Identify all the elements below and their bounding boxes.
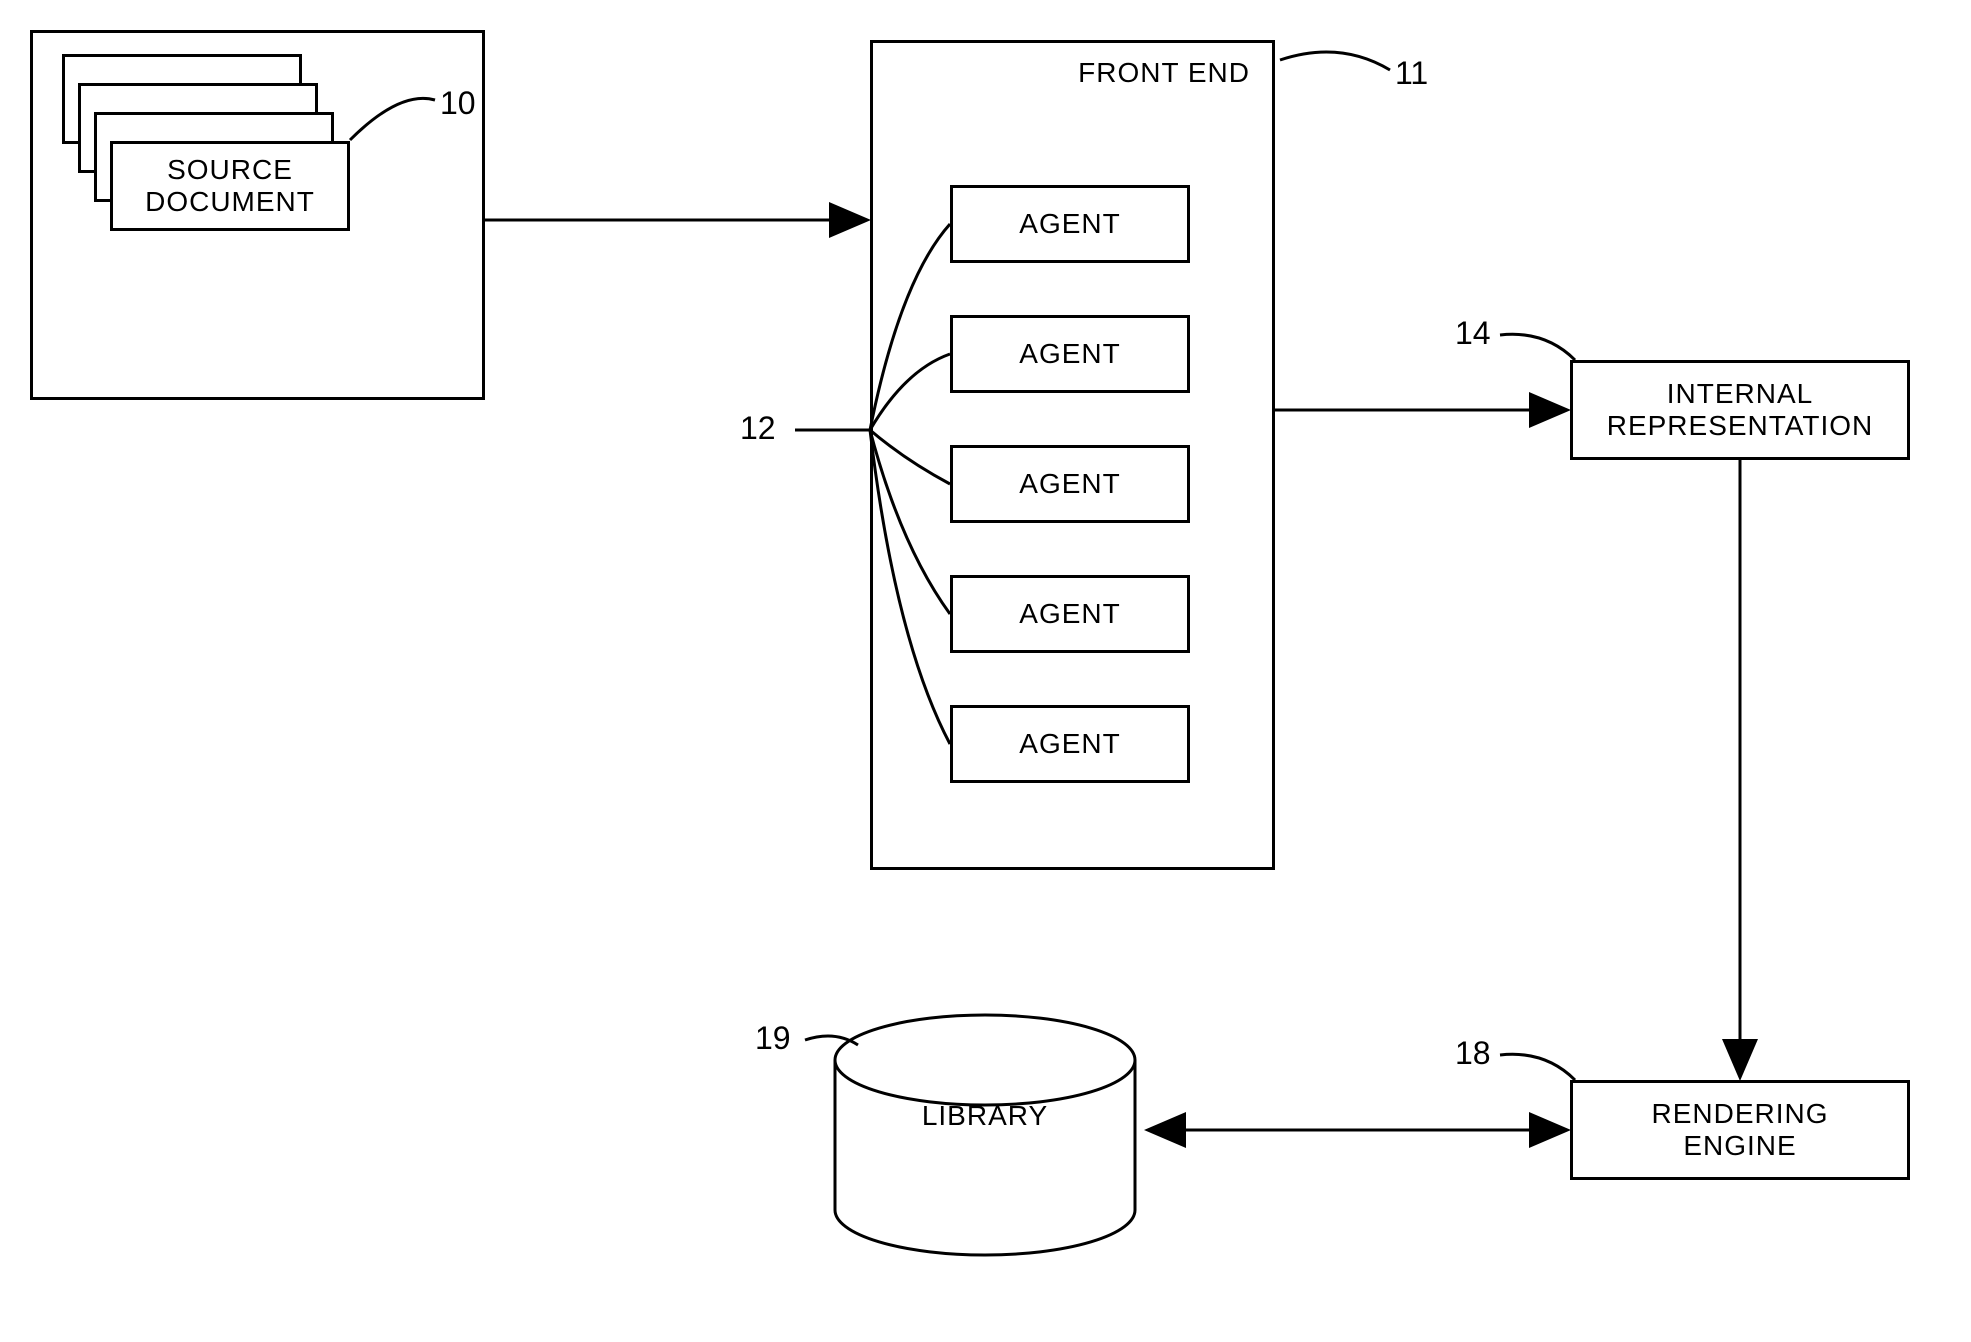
connectors-layer — [0, 0, 1971, 1342]
